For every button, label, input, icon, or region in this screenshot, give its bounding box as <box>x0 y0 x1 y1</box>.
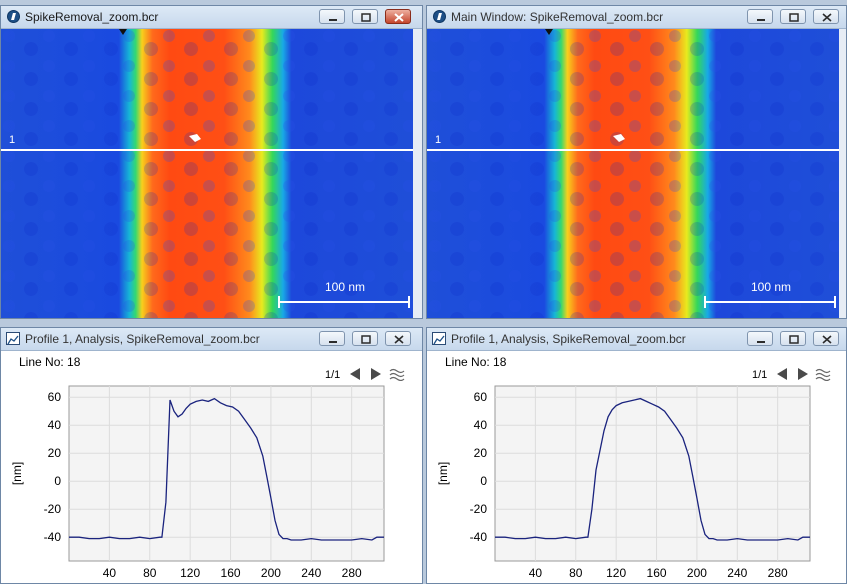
title-bar[interactable]: Main Window: SpikeRemoval_zoom.bcr <box>427 6 846 29</box>
next-arrow-icon[interactable] <box>796 367 810 381</box>
wave-icon[interactable] <box>815 367 831 381</box>
x-tick-label: 240 <box>301 566 321 580</box>
title-bar[interactable]: Profile 1, Analysis, SpikeRemoval_zoom.b… <box>427 328 846 351</box>
scale-bar-label: 100 nm <box>751 280 792 294</box>
minimize-icon <box>757 19 765 21</box>
plot-area <box>494 385 811 562</box>
y-tick-label: 20 <box>474 446 488 460</box>
x-tick-label: 160 <box>647 566 667 580</box>
maximize-button[interactable] <box>352 9 378 24</box>
y-tick-label: 20 <box>48 446 62 460</box>
x-tick-label: 280 <box>342 566 362 580</box>
y-tick-label: 0 <box>480 474 487 488</box>
afm-height-map[interactable] <box>1 29 422 318</box>
x-tick-label: 240 <box>727 566 747 580</box>
close-button[interactable] <box>385 331 411 346</box>
profile-series-line <box>69 397 384 541</box>
close-icon <box>394 335 404 344</box>
profile-line-label: 1 <box>435 134 442 146</box>
minimize-icon <box>329 19 337 21</box>
previous-arrow-icon[interactable] <box>775 367 789 381</box>
minimize-icon <box>329 341 337 343</box>
y-tick-label: -20 <box>470 502 488 516</box>
window-title: Main Window: SpikeRemoval_zoom.bcr <box>451 10 664 24</box>
maximize-button[interactable] <box>352 331 378 346</box>
x-tick-label: 280 <box>768 566 788 580</box>
window-title: Profile 1, Analysis, SpikeRemoval_zoom.b… <box>25 332 260 346</box>
y-tick-label: -40 <box>470 530 488 544</box>
profile-line-label: 1 <box>9 134 16 146</box>
y-tick-label: 60 <box>48 390 62 404</box>
maximize-button[interactable] <box>780 331 806 346</box>
scale-bar-label: 100 nm <box>325 280 366 294</box>
minimize-button[interactable] <box>319 331 345 346</box>
y-tick-label: -20 <box>44 502 62 516</box>
spike-artifact <box>189 134 201 142</box>
close-icon <box>822 335 832 344</box>
maximize-icon <box>361 13 371 22</box>
line-number: Line No: 18 <box>445 355 507 369</box>
afm-image-viewer[interactable]: 1 100 nm <box>427 29 846 318</box>
close-button[interactable] <box>813 9 839 24</box>
y-tick-label: 60 <box>474 390 488 404</box>
title-bar[interactable]: SpikeRemoval_zoom.bcr <box>1 6 422 29</box>
app-logo-icon <box>433 10 446 23</box>
profile-window-right[interactable]: Profile 1, Analysis, SpikeRemoval_zoom.b… <box>426 327 847 584</box>
maximize-icon <box>361 335 371 344</box>
profile-chart-icon <box>432 332 446 345</box>
x-tick-label: 200 <box>261 566 281 580</box>
y-tick-label: 40 <box>474 418 488 432</box>
window-title: Profile 1, Analysis, SpikeRemoval_zoom.b… <box>451 332 686 346</box>
previous-arrow-icon[interactable] <box>348 367 362 381</box>
title-bar[interactable]: Profile 1, Analysis, SpikeRemoval_zoom.b… <box>1 328 422 351</box>
x-tick-label: 200 <box>687 566 707 580</box>
x-tick-label: 40 <box>103 566 117 580</box>
maximize-icon <box>789 335 799 344</box>
next-arrow-icon[interactable] <box>369 367 383 381</box>
y-tick-label: 40 <box>48 418 62 432</box>
page-indicator: 1/1 <box>325 369 341 381</box>
wave-icon[interactable] <box>389 367 405 381</box>
maximize-button[interactable] <box>780 9 806 24</box>
line-number: Line No: 18 <box>19 355 81 369</box>
y-axis-label: [nm] <box>10 462 24 485</box>
afm-height-map[interactable] <box>427 29 846 318</box>
x-tick-label: 80 <box>143 566 157 580</box>
window-title: SpikeRemoval_zoom.bcr <box>25 10 159 24</box>
x-tick-label: 40 <box>529 566 543 580</box>
close-button[interactable] <box>813 331 839 346</box>
close-button[interactable] <box>385 9 411 24</box>
image-edge-mark <box>119 29 127 35</box>
page-indicator: 1/1 <box>752 369 768 381</box>
profile-chart-icon <box>6 332 20 345</box>
profile-window-left[interactable]: Profile 1, Analysis, SpikeRemoval_zoom.b… <box>0 327 423 584</box>
image-window-right[interactable]: Main Window: SpikeRemoval_zoom.bcr 1 100… <box>426 5 847 319</box>
close-icon <box>394 13 404 22</box>
profile-series-line <box>495 397 810 541</box>
y-axis-label: [nm] <box>436 462 450 485</box>
minimize-button[interactable] <box>319 9 345 24</box>
image-window-left[interactable]: SpikeRemoval_zoom.bcr <box>0 5 423 319</box>
plot-area <box>68 385 385 562</box>
minimize-icon <box>757 341 765 343</box>
y-tick-label: 0 <box>54 474 61 488</box>
x-tick-label: 120 <box>180 566 200 580</box>
spike-artifact <box>613 134 625 142</box>
x-tick-label: 160 <box>221 566 241 580</box>
minimize-button[interactable] <box>747 9 773 24</box>
app-logo-icon <box>7 10 20 23</box>
maximize-icon <box>789 13 799 22</box>
afm-image-viewer[interactable]: 1 100 nm <box>1 29 422 318</box>
x-tick-label: 120 <box>606 566 626 580</box>
minimize-button[interactable] <box>747 331 773 346</box>
x-tick-label: 80 <box>569 566 583 580</box>
y-tick-label: -40 <box>44 530 62 544</box>
close-icon <box>822 13 832 22</box>
